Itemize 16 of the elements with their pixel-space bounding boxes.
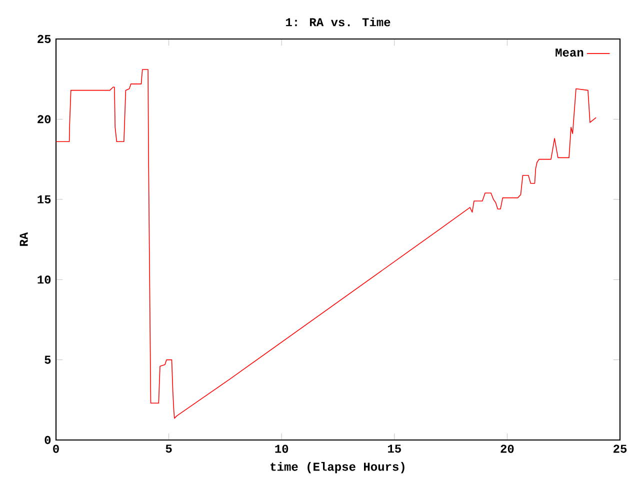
x-axis-title: time (Elapse Hours) — [270, 462, 404, 474]
x-tick-label: 0 — [53, 444, 59, 453]
y-tick-label: 5 — [44, 356, 51, 364]
y-tick-label: 20 — [38, 115, 51, 124]
x-tick-label: 10 — [275, 444, 288, 453]
y-tick-label: 10 — [38, 276, 51, 284]
x-tick-label: 5 — [166, 444, 172, 453]
y-axis-title: RA — [20, 232, 28, 246]
x-tick-label: 20 — [500, 444, 514, 453]
y-tick-label: 25 — [38, 34, 51, 44]
legend-label: Mean — [556, 48, 584, 57]
y-tick-label: 0 — [44, 436, 51, 444]
chart-title: 1: RA vs. Time — [286, 17, 390, 26]
x-tick-label: 15 — [388, 444, 401, 453]
y-tick-label: 15 — [38, 195, 51, 204]
x-tick-label: 25 — [614, 444, 627, 453]
